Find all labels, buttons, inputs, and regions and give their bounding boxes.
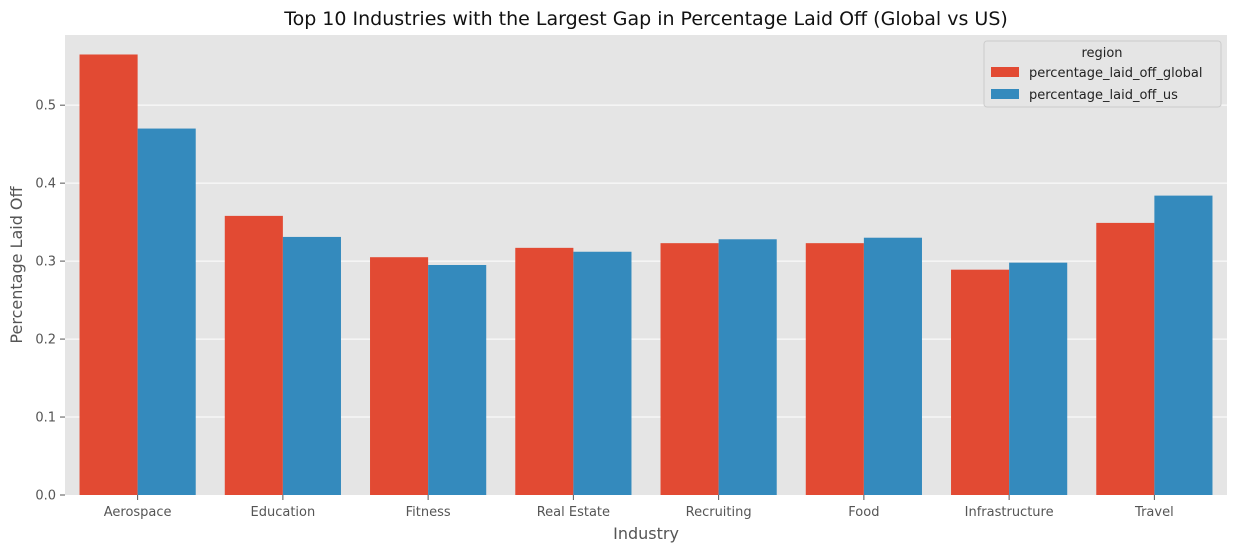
legend-title: region <box>1081 46 1122 61</box>
x-tick-label: Real Estate <box>537 505 610 520</box>
y-tick-label: 0.1 <box>35 411 56 426</box>
legend-box <box>983 40 1222 108</box>
x-tick-label: Food <box>848 505 879 520</box>
bars <box>79 54 1213 496</box>
bar-global-fitness <box>370 257 429 495</box>
y-tick-label: 0.4 <box>35 177 56 192</box>
bar-us-travel <box>1154 195 1213 495</box>
x-axis-ticks: Aerospace Education Fitness Real Estate Recr… <box>104 495 1174 520</box>
x-tick-label: Recruiting <box>686 505 752 520</box>
bar-global-infrastructure <box>951 269 1010 495</box>
chart-title: Top 10 Industries with the Largest Gap i… <box>283 8 1008 30</box>
bar-global-food <box>805 243 864 495</box>
y-axis-ticks: 0.0 0.1 0.2 0.3 0.4 0.5 <box>35 99 65 504</box>
legend-label-global: percentage_laid_off_global <box>1029 66 1203 81</box>
bar-us-education <box>282 236 341 496</box>
y-axis-label: Percentage Laid Off <box>7 185 26 343</box>
x-axis-label: Industry <box>613 524 679 543</box>
bar-global-aerospace <box>79 54 138 496</box>
bar-us-infrastructure <box>1009 262 1068 495</box>
bar-us-recruiting <box>718 239 777 495</box>
x-tick-label: Infrastructure <box>965 505 1054 520</box>
legend-label-us: percentage_laid_off_us <box>1029 88 1178 103</box>
y-tick-label: 0.5 <box>35 99 56 114</box>
legend: region percentage_laid_off_global percen… <box>983 40 1222 108</box>
x-tick-label: Aerospace <box>104 505 172 520</box>
bar-us-food <box>863 237 922 496</box>
bar-global-recruiting <box>660 243 719 495</box>
y-tick-label: 0.3 <box>35 255 56 270</box>
bar-global-real-estate <box>515 247 574 495</box>
bar-us-real-estate <box>573 251 632 495</box>
legend-swatch-us <box>991 89 1019 99</box>
y-tick-label: 0.2 <box>35 333 56 348</box>
legend-swatch-global <box>991 67 1019 77</box>
bar-us-fitness <box>428 265 487 495</box>
x-tick-label: Education <box>251 505 316 520</box>
x-tick-label: Travel <box>1134 505 1174 520</box>
bar-global-travel <box>1096 222 1155 495</box>
bar-us-aerospace <box>137 128 196 495</box>
y-tick-label: 0.0 <box>35 489 56 504</box>
bar-global-education <box>224 215 283 496</box>
x-tick-label: Fitness <box>406 505 451 520</box>
